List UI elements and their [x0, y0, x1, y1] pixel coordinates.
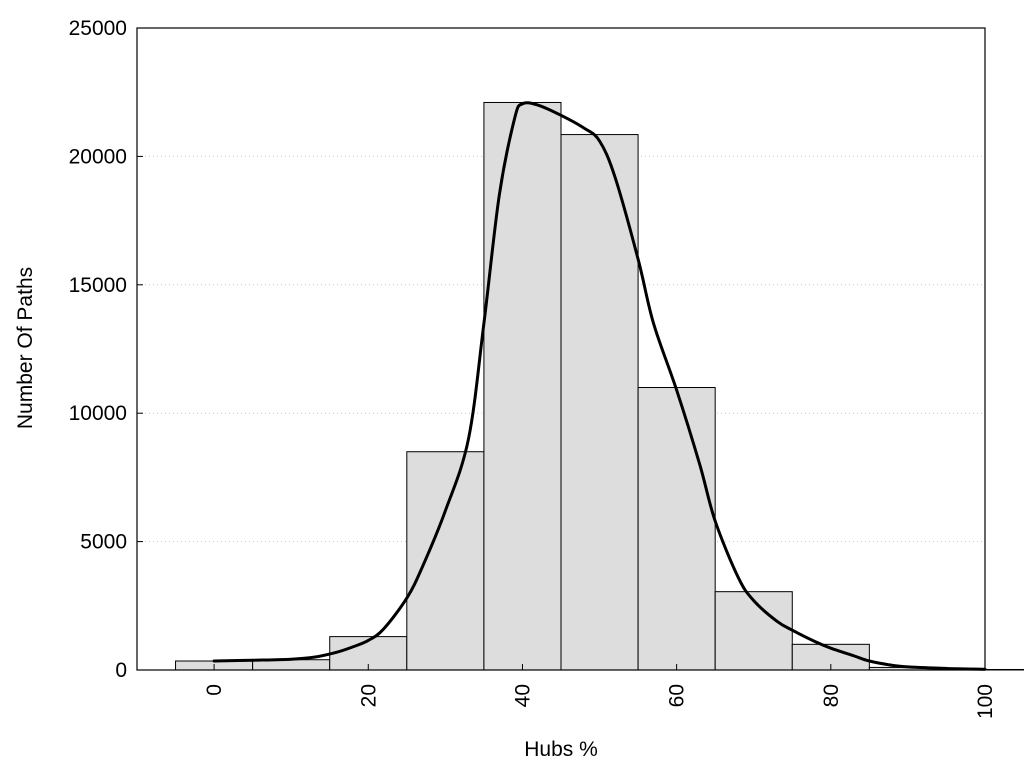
x-tick-label: 60	[666, 684, 689, 707]
y-tick-label: 15000	[69, 274, 127, 297]
histogram-bar	[714, 591, 793, 671]
histogram-bar	[483, 101, 562, 671]
y-tick-label: 0	[115, 659, 127, 682]
y-tick-label: 20000	[69, 145, 127, 168]
x-tick-label: 100	[974, 684, 997, 719]
x-axis-ticks: 0 20 40 60 80 100	[203, 664, 997, 719]
x-tick-label: 20	[357, 684, 380, 707]
x-axis-title: Hubs %	[524, 738, 598, 761]
histogram-bar	[406, 451, 485, 671]
y-tick-label: 5000	[80, 531, 127, 554]
y-tick-label: 10000	[69, 402, 127, 425]
y-tick-label: 25000	[69, 17, 127, 40]
x-tick-label: 80	[820, 684, 843, 707]
plot-frame	[136, 27, 986, 671]
x-tick-label: 0	[203, 684, 226, 696]
x-tick-label: 40	[511, 684, 534, 707]
y-axis-ticks: 0 5000 10000 15000 20000 25000	[69, 17, 143, 682]
density-curve	[212, 101, 987, 671]
histogram-bar	[637, 387, 716, 671]
y-axis-title: Number Of Paths	[14, 267, 37, 429]
histogram-bars	[175, 101, 1024, 671]
